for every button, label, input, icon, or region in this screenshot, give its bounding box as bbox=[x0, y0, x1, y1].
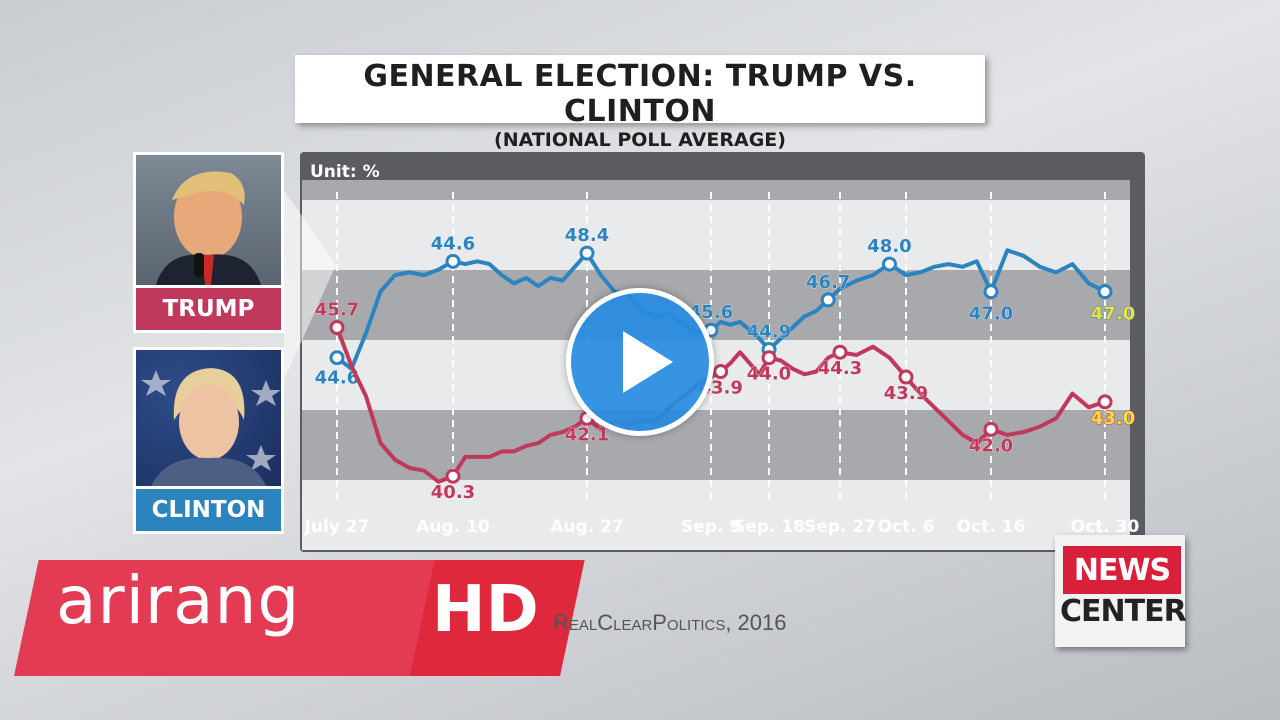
x-tick-label: Oct. 6 bbox=[878, 517, 935, 537]
data-point-marker bbox=[983, 284, 999, 300]
data-label: 44.9 bbox=[747, 321, 791, 342]
data-point-marker bbox=[1097, 284, 1113, 300]
x-tick-label: Sep. 27 bbox=[804, 517, 876, 537]
data-label: 45.7 bbox=[315, 299, 359, 320]
data-label: 48.0 bbox=[867, 236, 911, 257]
trump-card: TRUMP bbox=[133, 152, 284, 333]
hd-logo-text: HD bbox=[432, 573, 539, 647]
x-tick-label: Aug. 10 bbox=[416, 517, 490, 537]
data-point-marker bbox=[329, 350, 345, 366]
poll-line-chart: Unit: % 44.644.6 48.445.644.946.748.047.0… bbox=[300, 152, 1145, 552]
card-connectors bbox=[284, 190, 336, 380]
x-tick-label: Oct. 30 bbox=[1071, 517, 1140, 537]
x-tick-label: Aug. 27 bbox=[550, 517, 623, 537]
data-label: 44.0 bbox=[747, 364, 791, 385]
chart-band bbox=[302, 480, 1130, 550]
source-credit: RealClearPolitics, 2016 bbox=[553, 610, 787, 635]
chart-title: GENERAL ELECTION: TRUMP VS. CLINTON bbox=[363, 59, 917, 129]
data-point-marker bbox=[329, 319, 345, 335]
clinton-card: CLINTON bbox=[133, 347, 284, 534]
data-label: 42.1 bbox=[565, 424, 609, 445]
data-label: 43.9 bbox=[884, 383, 928, 404]
data-point-marker bbox=[445, 253, 461, 269]
chart-title-box: GENERAL ELECTION: TRUMP VS. CLINTON (NAT… bbox=[295, 55, 985, 151]
data-point-marker bbox=[761, 350, 777, 366]
data-label: 42.0 bbox=[969, 435, 1013, 456]
data-point-marker bbox=[820, 292, 836, 308]
data-label: 43.0 bbox=[1091, 408, 1135, 429]
data-label: 44.6 bbox=[315, 368, 359, 389]
data-label: 48.4 bbox=[565, 225, 609, 246]
trump-photo bbox=[136, 155, 281, 285]
play-button[interactable] bbox=[566, 288, 714, 436]
data-point-marker bbox=[579, 245, 595, 261]
data-point-marker bbox=[983, 421, 999, 437]
data-label: 40.3 bbox=[431, 482, 475, 503]
trump-name-label: TRUMP bbox=[136, 288, 281, 330]
data-point-marker bbox=[898, 369, 914, 385]
data-point-marker bbox=[1097, 394, 1113, 410]
data-point-marker bbox=[713, 364, 729, 380]
chart-background-bands bbox=[302, 180, 1130, 550]
chart-band bbox=[302, 180, 1130, 200]
data-point-marker bbox=[832, 344, 848, 360]
clinton-name-label: CLINTON bbox=[136, 489, 281, 531]
data-label: 47.0 bbox=[1091, 304, 1135, 325]
data-label: 46.7 bbox=[806, 272, 850, 293]
chart-gridlines bbox=[336, 192, 1106, 500]
arirang-logo-text: arirang bbox=[56, 562, 301, 639]
news-logo-bottom: CENTER bbox=[1060, 594, 1187, 629]
x-tick-label: July 27 bbox=[304, 517, 370, 537]
data-point-marker bbox=[445, 468, 461, 484]
data-point-marker bbox=[882, 256, 897, 272]
unit-label: Unit: % bbox=[310, 162, 380, 182]
data-label: 44.3 bbox=[818, 358, 862, 379]
clinton-photo bbox=[136, 350, 281, 486]
chart-series: 44.644.6 48.445.644.946.748.047.0 47.045.7… bbox=[314, 225, 1135, 504]
x-tick-label: Oct. 16 bbox=[957, 517, 1026, 537]
data-label: 44.6 bbox=[431, 233, 475, 254]
x-tick-label: Sep. 18 bbox=[733, 517, 805, 537]
data-label: 47.0 bbox=[969, 304, 1013, 325]
chart-subtitle: (NATIONAL POLL AVERAGE) bbox=[494, 129, 786, 151]
x-tick-label: Sep. 9 bbox=[681, 517, 741, 537]
news-logo-top: NEWS bbox=[1063, 546, 1181, 594]
